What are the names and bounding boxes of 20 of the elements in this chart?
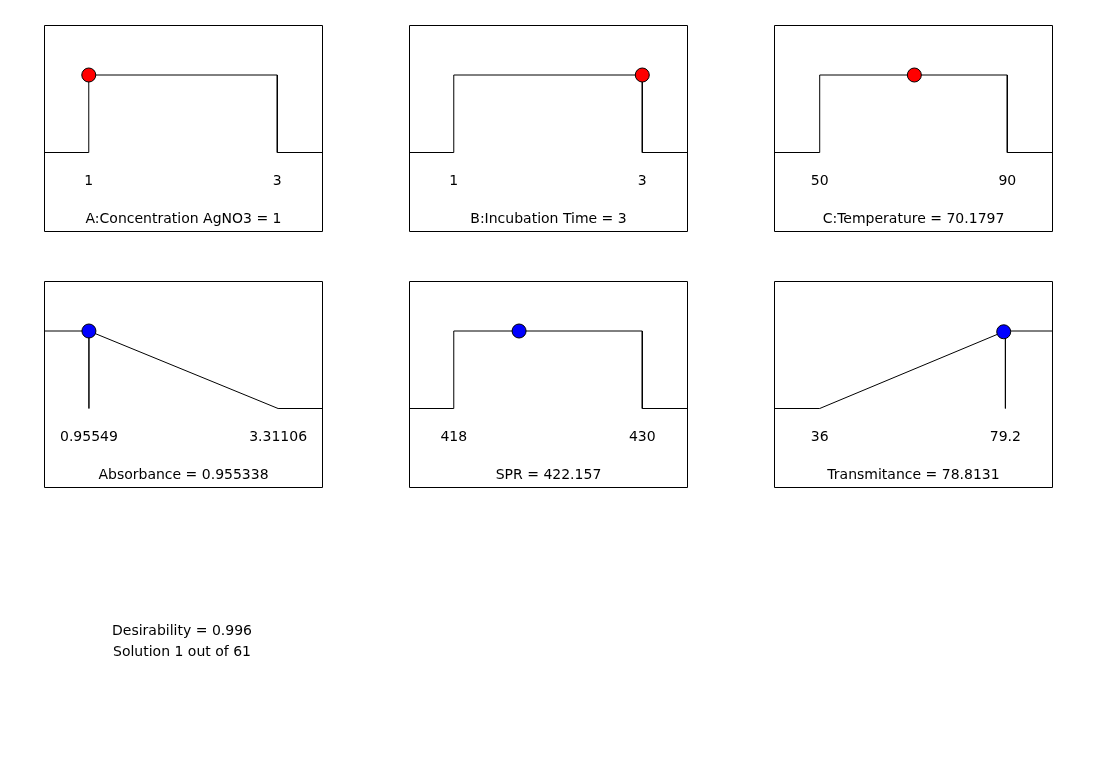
x-axis-title: SPR = 422.157 [495, 466, 602, 483]
text: Desirability = 0.996 [111, 621, 253, 640]
x-tick-label: 90 [998, 171, 1017, 188]
x-tick-label: 430 [628, 427, 656, 444]
x-tick-label: 79.2 [989, 427, 1021, 444]
x-tick-label: 36 [810, 427, 829, 444]
x-tick-label: 3 [272, 171, 282, 188]
x-tick-label: 3.31106 [249, 427, 308, 444]
x-tick-label: 3 [637, 171, 647, 188]
text: Solution 1 out of 61 [112, 642, 252, 661]
x-tick-label: 1 [449, 171, 459, 188]
x-axis-title: A:Concentration AgNO3 = 1 [85, 210, 282, 227]
x-tick-label: 418 [440, 427, 468, 444]
x-tick-label: 50 [810, 171, 829, 188]
x-tick-label: 0.95549 [59, 427, 118, 444]
x-axis-title: Absorbance = 0.955338 [98, 466, 269, 483]
x-tick-label: 1 [84, 171, 94, 188]
x-axis-title: Transmitance = 78.8131 [826, 466, 1000, 483]
x-axis-title: C:Temperature = 70.1797 [822, 210, 1005, 227]
x-axis-title: B:Incubation Time = 3 [470, 210, 627, 227]
